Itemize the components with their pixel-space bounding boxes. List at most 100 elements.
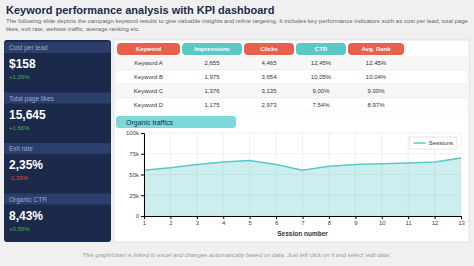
kpi-label-strip [4, 143, 111, 154]
tick: 9 [354, 216, 358, 226]
legend: Sessions [410, 137, 457, 149]
tick: 3 [196, 216, 200, 226]
tick-mark [303, 216, 304, 219]
kpi: Cost per lead $158 +1.26% [4, 42, 111, 80]
title: Keyword performance analysis with KPI da… [6, 4, 274, 16]
table-header: Clicks [260, 46, 278, 52]
tick: 100k [126, 130, 144, 136]
tick-label: 11 [406, 220, 413, 226]
tick: 12 [432, 216, 439, 226]
table-header-cell [182, 43, 242, 55]
area [144, 158, 461, 216]
tick-mark [435, 216, 436, 219]
kpi-change: +1.26% [9, 74, 30, 80]
kpi-label-strip [4, 194, 111, 205]
plot-background [144, 133, 461, 216]
tick: 50k [129, 172, 144, 178]
table-cell: 2,655 [204, 60, 220, 66]
x-axis: 12345678910111213 [143, 216, 466, 226]
table-header-cell [348, 43, 404, 55]
table-cell: 7,54% [312, 102, 330, 108]
tick-mark [223, 216, 224, 219]
chart-title: Organic traffics [126, 119, 173, 127]
tick-label: 100k [126, 130, 140, 136]
tick: 7 [301, 216, 305, 226]
kpi: Organic CTR 8,43% +0.55% [4, 194, 111, 232]
tick-mark [408, 216, 409, 219]
kpi-label: Organic CTR [9, 196, 47, 204]
tick: 4 [222, 216, 226, 226]
table-header: CTR [315, 46, 328, 52]
tick-label: 0 [136, 213, 140, 219]
tick: 75k [129, 151, 144, 157]
tick-mark [170, 216, 171, 219]
sidebar [4, 40, 111, 242]
table-cell: 9.00% [367, 88, 385, 94]
tick: 10 [379, 216, 386, 226]
tick-mark [141, 133, 144, 134]
tick-label: 2 [169, 220, 173, 226]
tick-mark [141, 154, 144, 155]
kpi-value: 15,645 [9, 108, 46, 122]
tick-mark [141, 216, 144, 217]
table-cell: Keyword C [134, 88, 164, 94]
table-cell: Keyword B [134, 74, 163, 80]
kpi-value: 2,35% [9, 158, 43, 172]
tick-label: 3 [196, 220, 200, 226]
table-row [116, 70, 467, 84]
tick-mark [141, 195, 144, 196]
table-cell: 12.45% [366, 60, 387, 66]
tick-mark [250, 216, 251, 219]
table-cell: 10,05% [311, 74, 332, 80]
line [144, 158, 461, 170]
kpi-value: 8,43% [9, 209, 43, 223]
tick-label: 9 [354, 220, 358, 226]
tick-mark [382, 216, 383, 219]
tick-label: 75k [129, 151, 140, 157]
kpi-change: -1.33% [9, 175, 29, 181]
table: KeywordImpressionsClicksCTRAvg. RankKeyw… [116, 43, 467, 112]
tick-mark [276, 216, 277, 219]
tick: 5 [248, 216, 252, 226]
kpi-label-strip [4, 93, 111, 104]
table-row [116, 56, 467, 70]
kpi-label: Cost per lead [9, 44, 48, 52]
tick-mark [329, 216, 330, 219]
axis-line [145, 217, 462, 220]
tick: 1 [143, 216, 147, 226]
kpi-value: $158 [9, 57, 36, 71]
tick: 11 [406, 216, 413, 226]
table-cell: 1,175 [204, 102, 220, 108]
kpi: Total page likes15,645+1.66% [4, 93, 111, 131]
tick: 13 [458, 216, 465, 226]
tick-label: 50k [129, 172, 140, 178]
table-cell: 1,376 [204, 88, 220, 94]
tick: 0 [136, 213, 144, 219]
kpi-change: +1.66% [9, 125, 30, 131]
table-cell: 4,465 [261, 60, 277, 66]
table-header: Impressions [194, 46, 230, 52]
tick-mark [355, 216, 356, 219]
kpi-change: +0.55% [9, 226, 30, 232]
tick-label: 8 [328, 220, 332, 226]
legend-entry: Sessions [429, 140, 453, 146]
kpi: Exit rate2,35%-1.33% [4, 143, 111, 181]
tick-label: 4 [222, 220, 226, 226]
axis-line [141, 134, 145, 217]
table-cell: 8.97% [367, 102, 385, 108]
table-cell: 2,973 [261, 102, 277, 108]
table-cell: 3,654 [261, 74, 277, 80]
tick-mark [141, 175, 144, 176]
tick-label: 10 [379, 220, 386, 226]
tick-mark [461, 216, 462, 219]
tick-mark [197, 216, 198, 219]
background [0, 0, 474, 266]
table-cell: 10.04% [366, 74, 387, 80]
table-cell: Keyword D [134, 102, 164, 108]
table-row [116, 98, 467, 112]
table-header: Keyword [136, 46, 162, 52]
marks [144, 158, 461, 216]
table-cell: Keyword A [134, 60, 163, 66]
legend-swatch [414, 142, 426, 144]
page: Keyword performance analysis with KPI da… [0, 0, 474, 266]
